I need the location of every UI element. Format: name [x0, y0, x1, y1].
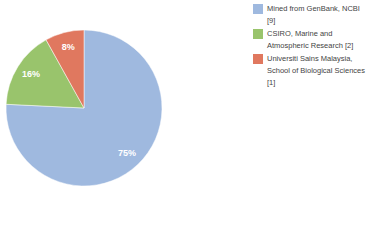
legend: Mined from GenBank, NCBI [9]CSIRO, Marin…	[253, 3, 365, 90]
data-labels: 75% 16% 8%	[22, 42, 136, 158]
data-label: 8%	[62, 42, 75, 52]
chart: 75% 16% 8% Mined from GenBank, NCBI [9]CSIR…	[0, 0, 380, 240]
legend-swatch	[253, 29, 263, 39]
legend-swatch	[253, 4, 263, 14]
legend-item: Universiti Sains Malaysia, School of Bio…	[253, 53, 365, 89]
legend-item: CSIRO, Marine and Atmospheric Research […	[253, 28, 365, 52]
pie-slice	[6, 30, 162, 186]
data-label: 75%	[118, 148, 136, 158]
data-label: 16%	[22, 69, 40, 79]
pie-slice	[46, 30, 84, 108]
legend-label: CSIRO, Marine and Atmospheric Research […	[267, 28, 365, 52]
legend-swatch	[253, 54, 263, 64]
slices	[6, 30, 162, 186]
legend-item: Mined from GenBank, NCBI [9]	[253, 3, 365, 27]
legend-label: Universiti Sains Malaysia, School of Bio…	[267, 53, 365, 89]
legend-label: Mined from GenBank, NCBI [9]	[267, 3, 365, 27]
